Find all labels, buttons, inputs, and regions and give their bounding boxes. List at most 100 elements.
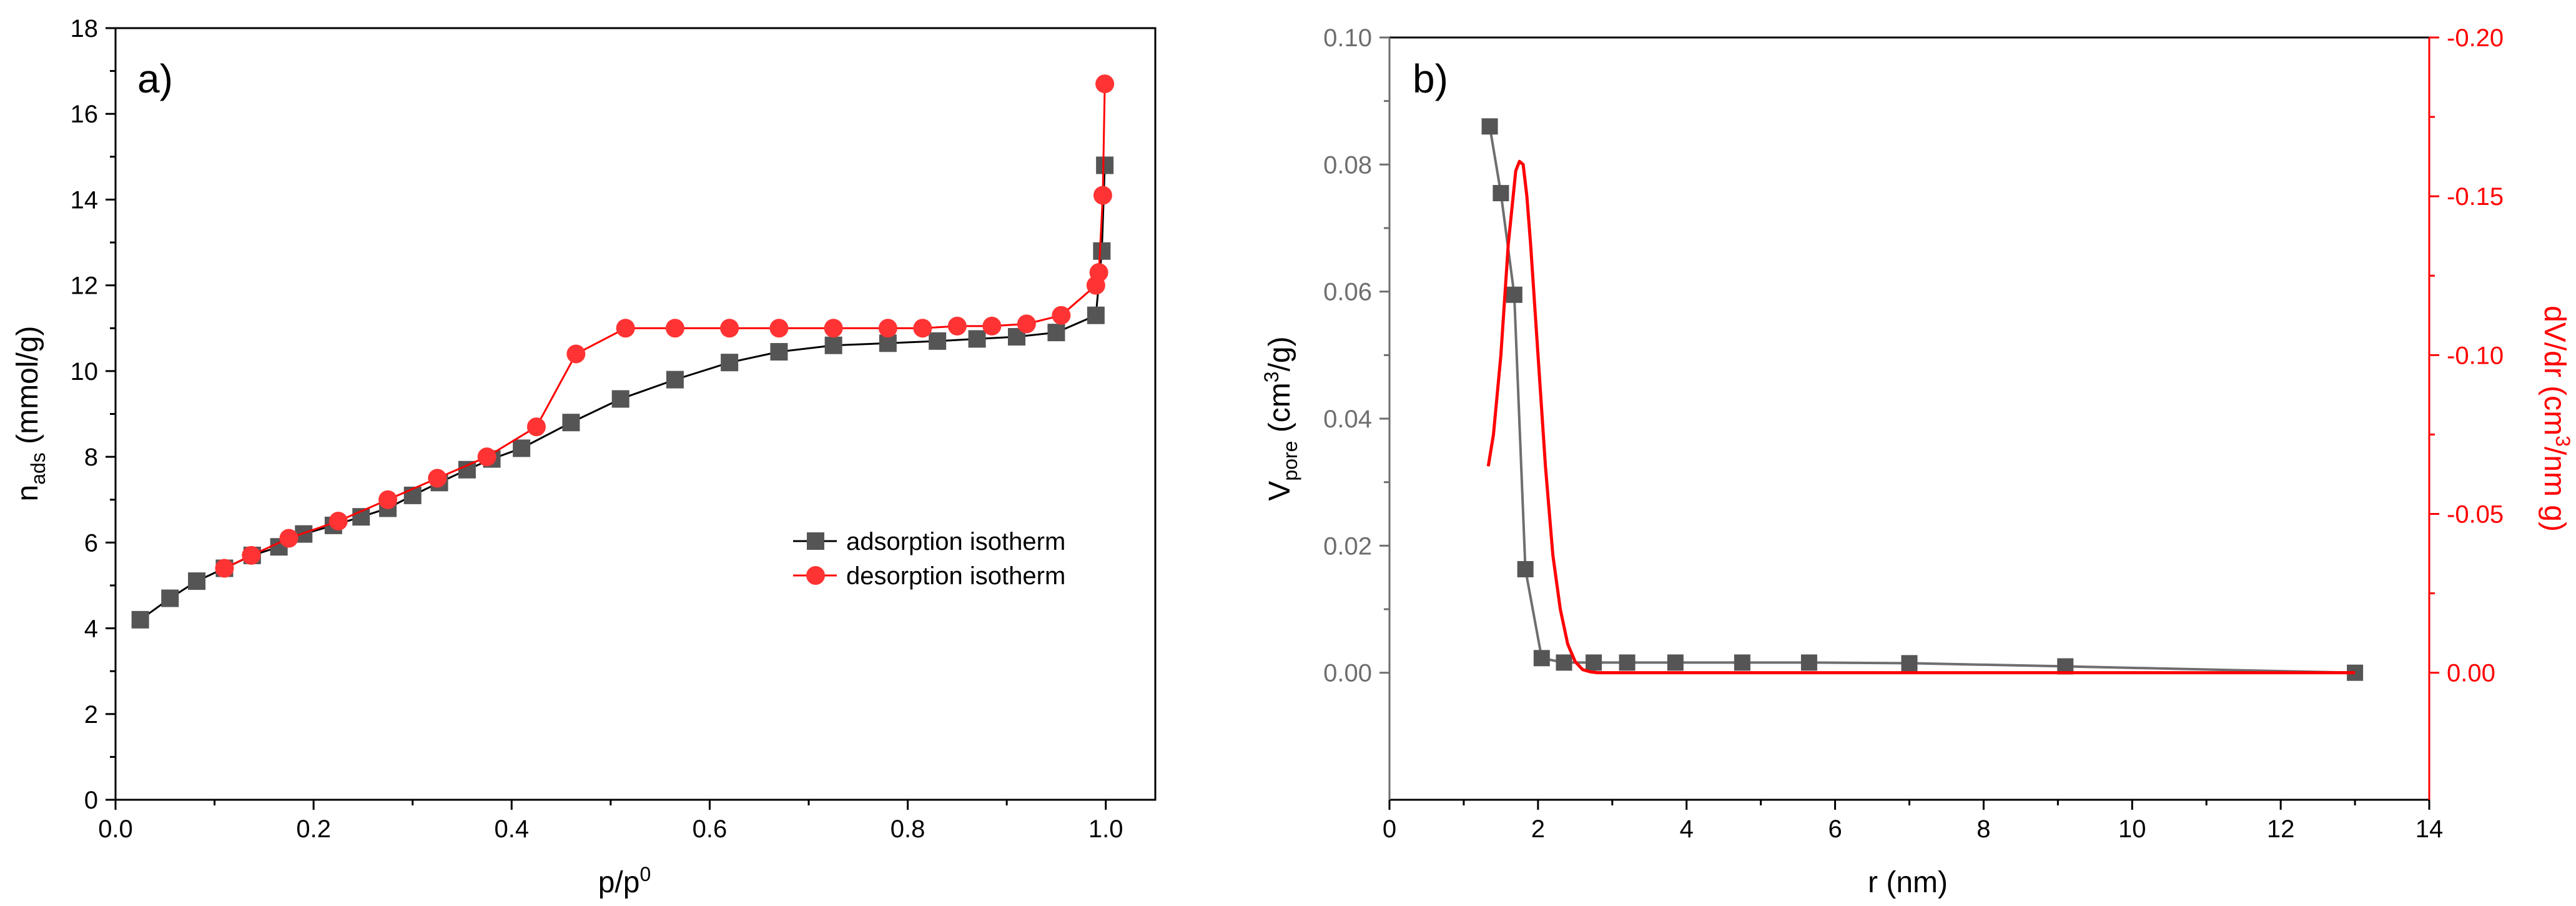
desorption-point bbox=[878, 319, 897, 338]
panel-a-x-axis-title: p/p0 bbox=[598, 863, 651, 899]
vpore-point bbox=[1586, 654, 1602, 671]
vpore-point bbox=[1533, 650, 1550, 667]
vpore-point bbox=[1506, 286, 1522, 303]
adsorption-point bbox=[513, 439, 531, 457]
dvdr-curve bbox=[1486, 159, 2356, 675]
y-tick-label: 0 bbox=[84, 787, 98, 814]
desorption-point bbox=[824, 319, 843, 338]
desorption-point bbox=[769, 319, 789, 338]
x-tick-label: 10 bbox=[2118, 815, 2146, 843]
desorption-point bbox=[215, 559, 234, 578]
y-tick-label: 12 bbox=[71, 272, 99, 300]
panel-a-label: a) bbox=[137, 56, 173, 101]
vpore-point bbox=[1734, 654, 1750, 671]
x-tick-label: 0.0 bbox=[98, 815, 133, 843]
adsorption-point bbox=[131, 610, 149, 629]
panel-b-y-right-axis-title: dV/dr (cm3/nm g) bbox=[2538, 306, 2574, 532]
desorption-point bbox=[720, 319, 739, 338]
panel-a-plot-frame bbox=[114, 27, 1157, 801]
adsorption-point bbox=[562, 414, 580, 432]
vpore-point bbox=[1667, 654, 1684, 671]
panel-b-series bbox=[1481, 118, 2364, 681]
y-tick-label: 8 bbox=[84, 444, 98, 471]
adsorption-point bbox=[968, 330, 986, 348]
y-tick-label: 4 bbox=[84, 615, 98, 643]
desorption-point bbox=[1093, 186, 1112, 205]
y-tick-label: 6 bbox=[84, 529, 98, 557]
desorption-point bbox=[1086, 276, 1105, 295]
y-left-tick-label: 0.00 bbox=[1323, 660, 1372, 687]
desorption-point bbox=[566, 344, 586, 364]
panel-a-series bbox=[131, 74, 1115, 629]
vpore-line bbox=[1488, 126, 2356, 674]
vpore-point bbox=[1556, 654, 1572, 671]
vpore-point bbox=[1493, 185, 1509, 202]
panel-b-label: b) bbox=[1413, 56, 1448, 101]
vpore-point bbox=[1800, 654, 1817, 671]
x-tick-label: 8 bbox=[1976, 815, 1990, 843]
desorption-point bbox=[328, 512, 348, 531]
y-right-tick-label: -0.20 bbox=[2447, 24, 2504, 52]
desorption-point bbox=[1095, 74, 1115, 94]
y-tick-label: 2 bbox=[84, 701, 98, 729]
y-tick-label: 16 bbox=[71, 101, 99, 128]
adsorption-point bbox=[1096, 156, 1114, 174]
y-left-tick-label: 0.08 bbox=[1323, 151, 1372, 179]
desorption-point bbox=[1052, 306, 1071, 325]
desorption-point bbox=[428, 469, 447, 488]
adsorption-point bbox=[1093, 242, 1111, 260]
vpore-point bbox=[1517, 560, 1534, 577]
y-tick-label: 14 bbox=[71, 186, 99, 214]
panel-a-legend: adsorption isotherm desorption isotherm bbox=[793, 528, 1065, 590]
adsorption-point bbox=[824, 336, 842, 354]
desorption-point bbox=[378, 490, 398, 509]
x-tick-label: 14 bbox=[2416, 815, 2444, 843]
x-tick-label: 12 bbox=[2267, 815, 2295, 843]
legend-label-adsorption: adsorption isotherm bbox=[846, 528, 1065, 555]
desorption-point bbox=[1017, 314, 1036, 334]
adsorption-point bbox=[721, 354, 739, 372]
y-left-tick-label: 0.06 bbox=[1323, 279, 1372, 306]
x-tick-label: 4 bbox=[1680, 815, 1694, 843]
y-right-tick-label: 0.00 bbox=[2447, 660, 2495, 687]
desorption-point bbox=[913, 319, 932, 338]
vpore-point bbox=[1901, 655, 1918, 672]
y-tick-label: 10 bbox=[71, 358, 99, 386]
x-tick-label: 0.8 bbox=[891, 815, 925, 843]
x-tick-label: 0.6 bbox=[693, 815, 728, 843]
legend-marker-adsorption bbox=[807, 532, 824, 550]
x-tick-label: 1.0 bbox=[1088, 815, 1123, 843]
legend-marker-desorption bbox=[806, 566, 825, 585]
y-right-tick-label: -0.15 bbox=[2447, 183, 2504, 211]
y-left-tick-label: 0.10 bbox=[1323, 24, 1372, 52]
panel-b: 0 2 4 6 8 10 12 14 0.00 0.02 0.04 0.06 0.08 0.10 0.00 -… bbox=[1260, 24, 2574, 899]
legend-label-desorption: desorption isotherm bbox=[846, 562, 1065, 590]
adsorption-point bbox=[611, 390, 629, 408]
desorption-point bbox=[242, 545, 261, 565]
y-left-tick-label: 0.04 bbox=[1323, 406, 1372, 433]
adsorption-point bbox=[188, 572, 206, 590]
desorption-point bbox=[616, 319, 635, 338]
desorption-point bbox=[477, 447, 496, 467]
desorption-line bbox=[224, 84, 1106, 569]
y-right-tick-label: -0.05 bbox=[2447, 501, 2504, 529]
vpore-point bbox=[1619, 654, 1636, 671]
panel-a-y-axis-title: nads (mmol/g) bbox=[11, 326, 49, 502]
desorption-point bbox=[665, 319, 684, 338]
adsorption-point bbox=[1047, 324, 1065, 342]
vpore-point bbox=[1481, 118, 1498, 135]
x-tick-label: 6 bbox=[1828, 815, 1842, 843]
y-tick-label: 18 bbox=[71, 15, 99, 42]
panel-b-x-axis-title: r (nm) bbox=[1868, 866, 1948, 899]
adsorption-point bbox=[1087, 306, 1105, 324]
panel-b-y-left-axis-title: Vpore (cm3/g) bbox=[1260, 336, 1301, 500]
y-left-tick-label: 0.02 bbox=[1323, 532, 1372, 560]
desorption-point bbox=[947, 316, 967, 336]
adsorption-point bbox=[666, 371, 684, 389]
panel-b-ticks: 0 2 4 6 8 10 12 14 0.00 0.02 0.04 0.06 0.08 0.10 0.00 -… bbox=[1323, 24, 2504, 843]
x-tick-label: 0.4 bbox=[494, 815, 529, 843]
panel-a-ticks: 0.0 0.2 0.4 0.6 0.8 1.0 0 2 4 6 8 10 12 14 16 18 bbox=[71, 15, 1123, 843]
x-tick-label: 0.2 bbox=[296, 815, 331, 843]
adsorption-point bbox=[161, 589, 179, 607]
